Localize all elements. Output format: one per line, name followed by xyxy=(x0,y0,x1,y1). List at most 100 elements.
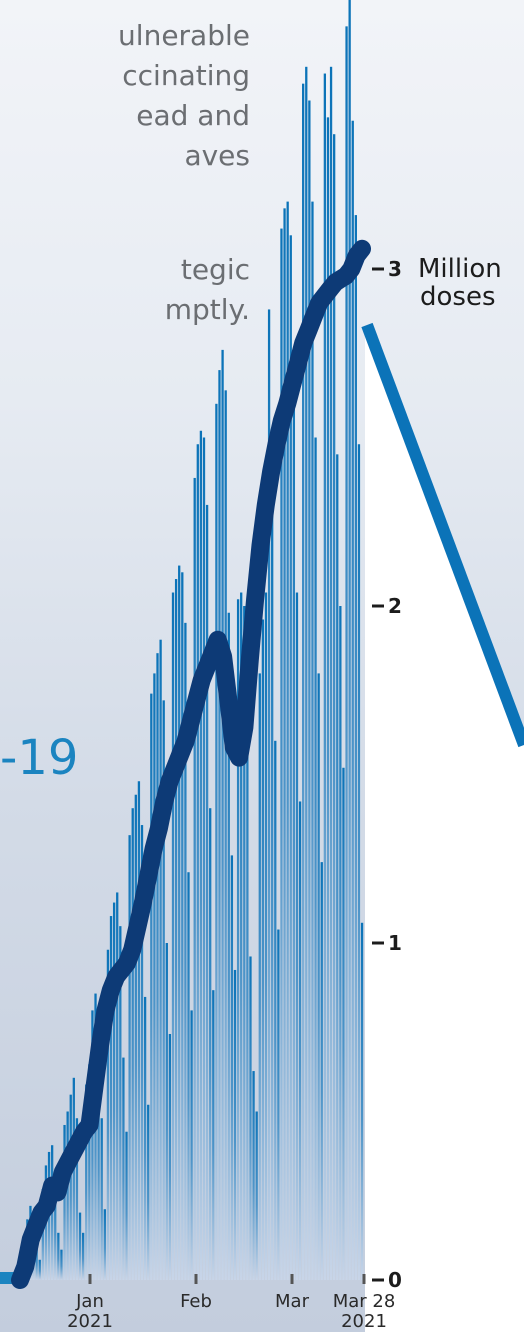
dose-bar xyxy=(339,606,342,1280)
dose-bar xyxy=(184,622,187,1280)
dose-bar xyxy=(140,825,144,1280)
dose-bar xyxy=(88,1064,91,1280)
dose-bar xyxy=(181,572,184,1280)
dose-bar xyxy=(354,215,357,1281)
y-unit-label: Million xyxy=(418,254,502,284)
dose-bar xyxy=(57,1232,60,1280)
dose-bar xyxy=(227,612,230,1280)
dose-bar xyxy=(221,349,224,1280)
dose-bar xyxy=(261,619,265,1280)
intro-line-2: ccinating xyxy=(122,59,250,92)
dose-bar xyxy=(283,208,286,1281)
dose-bar xyxy=(100,1118,103,1280)
y-tick-label: 0 xyxy=(388,1268,402,1292)
intro-line-4: aves xyxy=(184,139,250,172)
dose-bar xyxy=(69,1094,72,1280)
dose-bar xyxy=(240,592,243,1280)
dose-bar xyxy=(174,579,178,1280)
callout-wedge xyxy=(365,330,524,1332)
dose-bar xyxy=(63,1124,66,1280)
dose-bar xyxy=(143,996,147,1280)
dose-bar xyxy=(292,349,296,1280)
dose-bar xyxy=(326,117,330,1281)
x-tick-year: 2021 xyxy=(341,1311,387,1332)
x-tick-label: Mar 28 xyxy=(333,1291,396,1312)
dose-bar xyxy=(295,592,299,1280)
dose-bar xyxy=(125,1131,128,1280)
dose-bar xyxy=(109,916,113,1280)
dose-bar xyxy=(131,808,134,1280)
dose-bar xyxy=(91,1010,94,1280)
dose-bar xyxy=(360,922,364,1280)
dose-bar xyxy=(162,700,165,1280)
dose-bar xyxy=(94,993,97,1280)
dose-bar xyxy=(165,943,168,1280)
dose-bar xyxy=(336,454,339,1281)
x-tick-label: Jan xyxy=(75,1291,104,1312)
dose-bar xyxy=(35,1246,38,1280)
dose-bar xyxy=(137,781,141,1280)
dose-bar xyxy=(236,599,240,1280)
dose-bar xyxy=(314,437,317,1280)
dose-bar xyxy=(209,808,212,1280)
dose-bar xyxy=(255,1111,258,1280)
dose-bar xyxy=(153,673,156,1280)
dose-bar xyxy=(60,1249,63,1280)
dose-bar xyxy=(348,0,351,1280)
dose-bar xyxy=(323,73,327,1280)
dose-bar xyxy=(156,653,159,1280)
dose-bar xyxy=(320,862,323,1280)
dose-bar xyxy=(199,430,203,1280)
dose-bar xyxy=(193,477,196,1280)
dose-bar xyxy=(345,26,348,1281)
dose-bar xyxy=(246,666,249,1280)
dose-bar xyxy=(38,1259,41,1280)
x-tick-label: Feb xyxy=(180,1291,212,1312)
dose-bar xyxy=(230,855,234,1280)
dose-bar xyxy=(342,767,345,1280)
dose-bar xyxy=(351,120,354,1281)
dose-bar xyxy=(116,892,119,1280)
dose-bar xyxy=(106,949,110,1280)
seven-day-average-line xyxy=(11,239,371,1289)
dose-bar xyxy=(280,228,283,1280)
intro-line-5: tegic xyxy=(180,253,250,286)
dose-bar xyxy=(286,201,289,1281)
dose-bar xyxy=(202,437,206,1280)
dose-bar xyxy=(85,1084,88,1280)
y-tick-label: 2 xyxy=(388,594,402,618)
dose-bar xyxy=(333,134,336,1281)
dose-bar xyxy=(112,902,116,1280)
intro-line-6: mptly. xyxy=(164,293,250,326)
y-unit-label: doses xyxy=(420,282,496,312)
dose-bar xyxy=(264,592,268,1280)
dose-bar xyxy=(66,1111,69,1280)
dose-bar xyxy=(134,794,137,1280)
dose-bar xyxy=(150,693,153,1280)
dose-bar xyxy=(103,1209,106,1280)
dose-bar xyxy=(81,1232,85,1280)
dose-bar xyxy=(329,66,333,1280)
x-tick-label: Mar xyxy=(275,1291,310,1312)
dose-bar xyxy=(298,801,302,1280)
y-tick-label: 3 xyxy=(388,257,402,281)
dose-bar xyxy=(357,444,361,1280)
dose-bar xyxy=(196,444,199,1280)
dose-bar xyxy=(205,504,209,1280)
dose-bar xyxy=(311,201,314,1281)
dose-bar xyxy=(72,1077,75,1280)
dose-bar xyxy=(258,673,261,1280)
dose-bar xyxy=(187,872,190,1280)
dose-bar xyxy=(277,929,280,1280)
dose-bar xyxy=(267,309,271,1280)
dose-bar xyxy=(233,969,237,1280)
dose-bar xyxy=(147,1104,150,1280)
intro-line-3: ead and xyxy=(136,99,250,132)
intro-line-1: ulnerable xyxy=(118,19,250,52)
dose-bar xyxy=(54,1178,57,1280)
dose-bar xyxy=(215,403,218,1280)
dose-bar xyxy=(274,740,277,1280)
dose-bar xyxy=(218,370,221,1281)
